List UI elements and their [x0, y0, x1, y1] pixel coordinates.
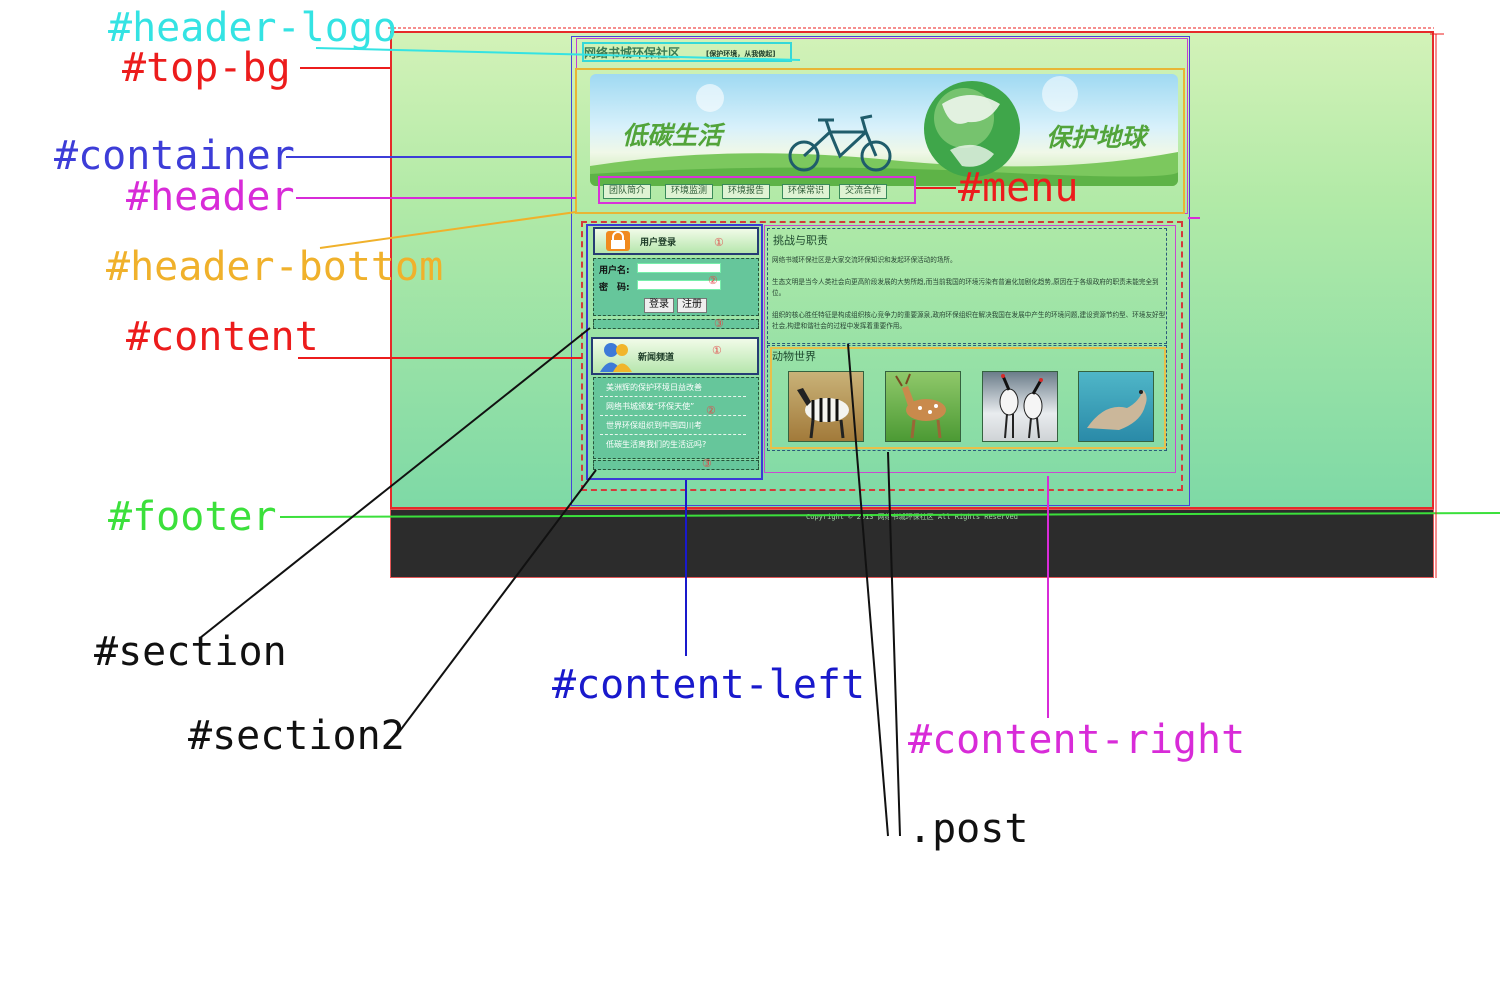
username-input[interactable]: [637, 263, 721, 273]
annotation-header: #header: [126, 174, 295, 220]
annotation-section: #section: [94, 629, 287, 675]
login-header: 用户登录: [593, 227, 759, 255]
register-button[interactable]: 注册: [677, 298, 707, 313]
footer: Copyright © 2013 网络书城环保社区 All Rights Res…: [390, 509, 1434, 578]
menu-outline: [598, 176, 916, 204]
users-icon: [600, 343, 632, 372]
news-item[interactable]: 世界环保组织到中国四川考: [606, 421, 702, 430]
news-item[interactable]: 美洲辉的保护环境日益改善: [606, 383, 702, 392]
post-2: [767, 345, 1167, 451]
news-title: 新闻频道: [638, 353, 675, 363]
news-divider: [600, 415, 746, 416]
news-item[interactable]: 低碳生活离我们的生活远吗?: [606, 440, 707, 449]
login-button[interactable]: 登录: [644, 298, 674, 313]
annotation-content: #content: [126, 314, 319, 360]
annotation-post: .post: [908, 806, 1029, 852]
site-logo-title[interactable]: 网络书城环保社区: [584, 46, 681, 60]
menu-item-cooperation[interactable]: 交流合作: [839, 184, 888, 199]
news-divider: [600, 396, 746, 397]
banner-slogan-left: 低碳生活: [622, 121, 723, 150]
username-label: 用户名:: [599, 266, 630, 276]
menu-item-team[interactable]: 团队简介: [603, 184, 652, 199]
password-input[interactable]: [637, 280, 721, 290]
post-2-inner: [770, 347, 1166, 449]
login-footer-bar: [593, 319, 759, 329]
section-mark: ③: [702, 457, 712, 470]
annotation-container: #container: [54, 133, 295, 179]
section-mark: ②: [706, 404, 716, 417]
seal-image[interactable]: [1078, 371, 1154, 442]
content-right-outline: [764, 225, 1176, 473]
section-mark: ①: [714, 236, 724, 249]
post-1-paragraph: 组织的核心胜任特征是构成组织核心竞争力的重要源泉,政府环保组织在解决我国在发展中…: [772, 311, 1166, 330]
password-label: 密 码:: [599, 283, 630, 293]
post-1-title: 挑战与职责: [773, 234, 828, 247]
banner-image: 低碳生活 保护地球: [590, 74, 1178, 186]
annotation-menu: #menu: [958, 165, 1079, 211]
menu-item-knowledge[interactable]: 环保常识: [782, 184, 831, 199]
news-panel: [593, 377, 759, 459]
section-mark: ③: [714, 317, 724, 330]
section-mark: ①: [712, 344, 722, 357]
annotation-header-bottom: #header-bottom: [106, 244, 444, 290]
annotation-content-left: #content-left: [552, 662, 866, 708]
section-mark: ②: [708, 274, 718, 287]
post-1-paragraph: 网络书城环保社区是大家交流环保知识和发起环保活动的场所。: [772, 256, 957, 264]
post-1: [767, 228, 1167, 344]
bicycle-icon: [788, 114, 892, 172]
crane-image[interactable]: [982, 371, 1058, 442]
post-1-paragraph: 生态文明是当今人类社会向更高阶段发展的大势所趋,而当前我国的环境污染有普遍化加剧…: [772, 278, 1159, 297]
header-bottom-outline: [575, 68, 1185, 214]
news-footer-bar: [593, 460, 759, 470]
lock-icon: [606, 231, 630, 251]
annotation-section2: #section2: [188, 713, 405, 759]
banner-slogan-right: 保护地球: [1046, 123, 1147, 152]
annotation-header-logo: #header-logo: [108, 5, 397, 51]
globe-icon: [924, 81, 1020, 177]
zebra-image[interactable]: [788, 371, 864, 442]
login-title: 用户登录: [640, 238, 677, 248]
footer-copyright: Copyright © 2013 网络书城环保社区 All Rights Res…: [806, 513, 1018, 521]
menu-item-report[interactable]: 环境报告: [722, 184, 771, 199]
annotation-top-bg: #top-bg: [122, 45, 291, 91]
deer-image[interactable]: [885, 371, 961, 442]
post-2-title: 动物世界: [772, 350, 816, 363]
news-item[interactable]: 网络书城颁发“环保天使”: [606, 402, 695, 411]
news-header: 新闻频道: [591, 337, 759, 375]
menu-item-monitor[interactable]: 环境监测: [665, 184, 714, 199]
annotation-footer: #footer: [108, 494, 277, 540]
news-divider: [600, 434, 746, 435]
annotation-content-right: #content-right: [908, 717, 1246, 763]
site-logo-subtitle: [保护环境，从我做起]: [706, 50, 776, 58]
